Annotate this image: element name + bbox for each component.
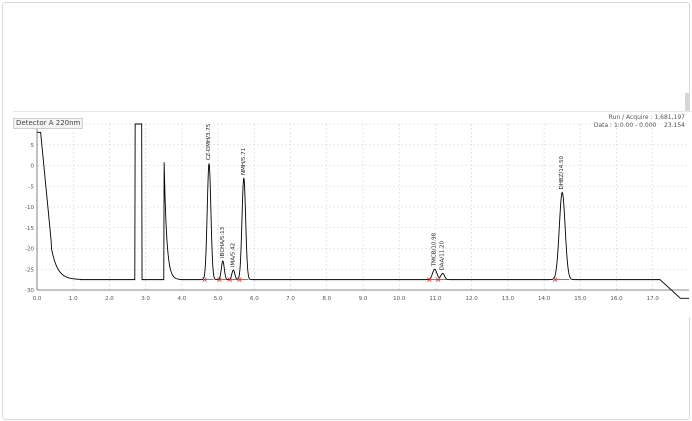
peak-start-marker xyxy=(202,277,207,282)
x-tick-label: 3.0 xyxy=(141,296,150,302)
y-tick-label: -25 xyxy=(25,267,34,273)
peak-label: TMCB/10.98 xyxy=(432,232,438,267)
x-tick-label: 16.0 xyxy=(610,296,623,302)
chromatogram-trace xyxy=(37,123,689,299)
x-tick-label: 7.0 xyxy=(286,296,295,302)
x-tick-label: 14.0 xyxy=(538,296,551,302)
chart-svg: 0.0 1.0 2.0 3.0 4.0 5.0 6.0 7.0 8.0 9.0 10.0 11.0 12… xyxy=(25,118,689,302)
channel-label: Detector A 220nm xyxy=(13,118,84,129)
run-data-left: Data : 1:0.00 - 0.000 xyxy=(593,122,657,129)
y-tick-label: -30 xyxy=(25,288,34,294)
peak-label: NMH/5.71 xyxy=(241,148,247,175)
peak-start-marker xyxy=(552,277,558,282)
run-label: Run / Acquire : 1,681,197 xyxy=(608,114,685,121)
x-tick-label: 2.0 xyxy=(105,296,114,302)
x-tick-label: 4.0 xyxy=(178,296,187,302)
x-tick-label: 6.0 xyxy=(250,296,259,302)
peak-start-marker xyxy=(237,277,242,282)
x-tick-label: 0.0 xyxy=(33,296,42,302)
x-tick-label: 5.0 xyxy=(214,296,223,302)
x-tick-label: 1.0 xyxy=(69,296,78,302)
peak-start-marker xyxy=(427,277,432,282)
x-tick-label: 13.0 xyxy=(502,296,515,302)
x-tick-label: 17.0 xyxy=(647,296,660,302)
peak-label: DHBZ/14.50 xyxy=(559,155,565,189)
y-tick-label: 0 xyxy=(31,164,35,170)
x-tick-label: 12.0 xyxy=(466,296,479,302)
vertical-scrollbar[interactable] xyxy=(685,93,689,111)
peak-start-marker xyxy=(216,277,222,282)
run-info: Run / Acquire : 1,681,197 Data : 1:0.00 … xyxy=(594,114,685,130)
peak-label: DAA/11.20 xyxy=(440,240,446,270)
peak-label: IBCHA/5.13 xyxy=(220,226,226,258)
peak-label: CZ-DMH/3.75 xyxy=(206,123,212,160)
y-tick-label: -15 xyxy=(25,226,34,232)
run-data-right: 23.154 xyxy=(664,122,685,129)
y-tick-label: -20 xyxy=(25,247,34,253)
x-tick-label: 9.0 xyxy=(359,296,368,302)
x-tick-label: 11.0 xyxy=(429,296,442,302)
x-tick-label: 8.0 xyxy=(322,296,331,302)
y-tick-label: -5 xyxy=(29,184,35,190)
chromatogram-plot: Detector A 220nm Run / Acquire : 1,681,1… xyxy=(13,111,692,317)
x-tick-label: 15.0 xyxy=(574,296,587,302)
run-data-row: Data : 1:0.00 - 0.000 23.154 xyxy=(594,122,685,130)
peak-label: IMA/5.42 xyxy=(230,243,236,267)
y-tick-label: 5 xyxy=(31,143,35,149)
y-tick-label: -10 xyxy=(25,205,34,211)
peak-start-marker xyxy=(435,277,441,282)
x-tick-label: 10.0 xyxy=(393,296,406,302)
peak-start-marker xyxy=(227,277,232,282)
